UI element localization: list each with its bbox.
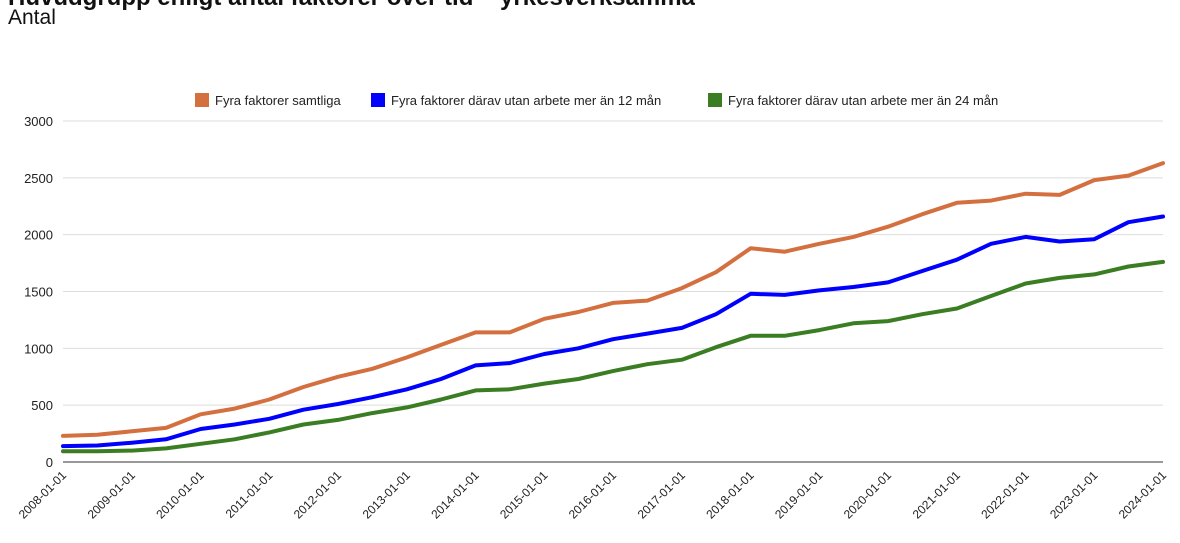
y-axis-ticks: 0 500 1000 1500 2000 2500 3000 <box>24 114 53 470</box>
x-axis-ticks: 2008-01-01 2009-01-01 2010-01-01 2011-01-01… <box>16 468 1170 522</box>
legend-swatch-3 <box>708 93 722 107</box>
x-tick-label: 2016-01-01 <box>566 468 620 522</box>
y-tick-label: 1500 <box>24 285 53 300</box>
y-tick-label: 3000 <box>24 114 53 129</box>
x-tick-label: 2023-01-01 <box>1047 468 1101 522</box>
chart-subtitle: Antal <box>8 6 56 29</box>
x-tick-label: 2021-01-01 <box>910 468 964 522</box>
x-tick-label: 2018-01-01 <box>703 468 757 522</box>
y-tick-label: 2000 <box>24 228 53 243</box>
legend-label-1: Fyra faktorer samtliga <box>215 93 341 108</box>
series-lines <box>61 161 1165 454</box>
x-tick-label: 2019-01-01 <box>772 468 826 522</box>
series-line-1 <box>61 161 1165 438</box>
x-tick-label: 2008-01-01 <box>16 468 70 522</box>
x-tick-label: 2011-01-01 <box>223 468 276 521</box>
legend: Fyra faktorer samtliga Fyra faktorer dära… <box>195 93 998 108</box>
legend-label-3: Fyra faktorer därav utan arbete mer än 2… <box>728 93 998 108</box>
legend-swatch-1 <box>195 93 209 107</box>
series-line-3 <box>61 259 1165 454</box>
x-tick-label: 2013-01-01 <box>360 468 414 522</box>
x-tick-label: 2014-01-01 <box>428 468 482 522</box>
y-tick-label: 500 <box>31 398 53 413</box>
x-tick-label: 2012-01-01 <box>291 468 345 522</box>
x-tick-label: 2015-01-01 <box>497 468 551 522</box>
x-tick-label: 2017-01-01 <box>635 468 689 522</box>
x-tick-label: 2022-01-01 <box>978 468 1032 522</box>
x-tick-label: 2010-01-01 <box>153 468 207 522</box>
x-tick-label: 2024-01-01 <box>1116 468 1170 522</box>
y-tick-label: 1000 <box>24 341 53 356</box>
y-tick-label: 2500 <box>24 171 53 186</box>
y-tick-label: 0 <box>46 455 53 470</box>
legend-swatch-2 <box>371 93 385 107</box>
x-tick-label: 2009-01-01 <box>85 468 139 522</box>
series-line-2 <box>61 214 1165 449</box>
chart-title: Huvudgrupp enligt antal faktorer över ti… <box>8 0 695 12</box>
x-tick-label: 2020-01-01 <box>841 468 895 522</box>
legend-label-2: Fyra faktorer därav utan arbete mer än 1… <box>391 93 661 108</box>
